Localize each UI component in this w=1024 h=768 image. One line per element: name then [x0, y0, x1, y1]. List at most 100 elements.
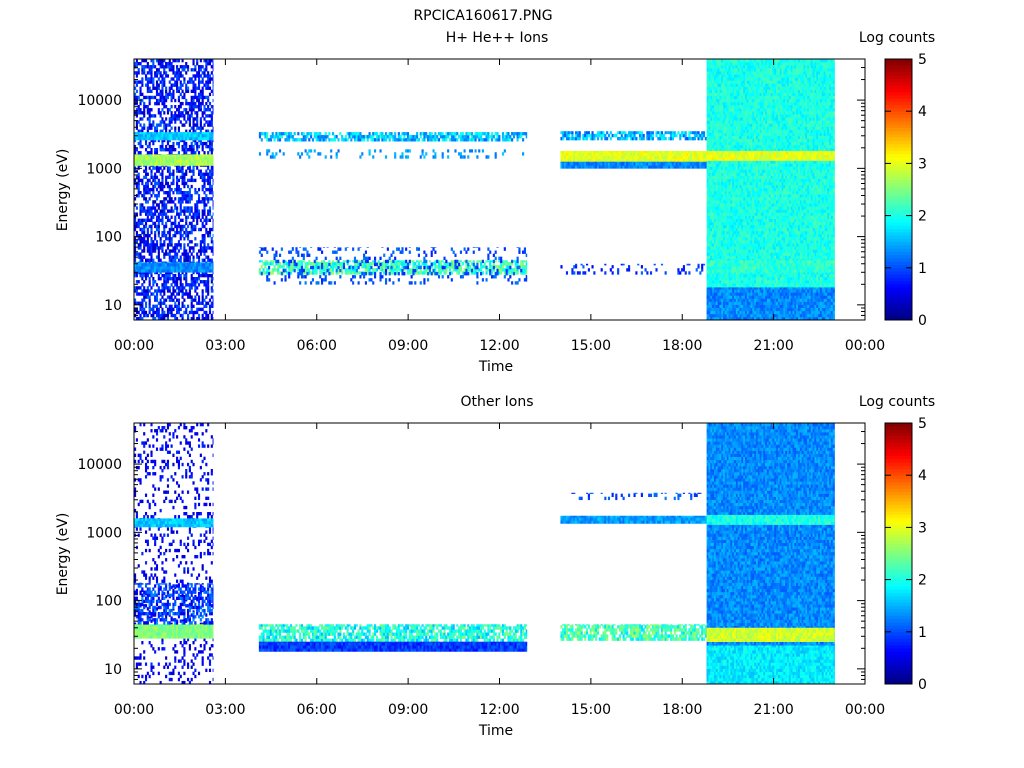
heatmap-cell [271, 260, 274, 263]
heatmap-cell [441, 275, 444, 279]
heatmap-cell [208, 307, 212, 312]
heatmap-cell [617, 165, 620, 169]
heatmap-cell [478, 247, 481, 251]
heatmap-cell [321, 268, 324, 272]
heatmap-cell [712, 243, 715, 247]
heatmap-cell [201, 234, 204, 238]
heatmap-cell [271, 268, 274, 272]
heatmap-cell [331, 132, 335, 136]
heatmap-cell [277, 268, 280, 272]
heatmap-cell [166, 230, 170, 235]
heatmap-cell [586, 155, 589, 159]
heatmap-cell [201, 187, 204, 192]
heatmap-cell [664, 162, 667, 166]
heatmap-cell [697, 162, 700, 166]
heatmap-cell [706, 80, 709, 84]
heatmap-cell [157, 258, 160, 262]
heatmap-cell [710, 191, 713, 195]
heatmap-cell [187, 206, 190, 210]
heatmap-cell [562, 152, 565, 156]
heatmap-cell [150, 138, 153, 143]
heatmap-cell [576, 271, 579, 275]
heatmap-cell [181, 136, 184, 141]
heatmap-cell [710, 89, 713, 94]
heatmap-cell [712, 255, 715, 259]
heatmap-cell [196, 269, 199, 273]
heatmap-cell [134, 95, 137, 100]
heatmap-cell [165, 162, 168, 166]
heatmap-cell [163, 83, 166, 87]
heatmap-cell [375, 262, 378, 267]
heatmap-cell [203, 181, 206, 186]
heatmap-cell [511, 271, 514, 275]
heatmap-cell [139, 136, 142, 141]
heatmap-cell [576, 136, 579, 141]
heatmap-cell [361, 138, 364, 142]
heatmap-cell [143, 126, 146, 130]
heatmap-cell [196, 132, 199, 135]
heatmap-cell [146, 65, 149, 69]
heatmap-cell [593, 136, 596, 141]
heatmap-cell [461, 262, 464, 266]
heatmap-cell [501, 265, 505, 269]
heatmap-cell [201, 221, 204, 226]
heatmap-cell [660, 152, 664, 156]
heatmap-cell [474, 268, 477, 272]
heatmap-cell [163, 252, 166, 256]
heatmap-cell [339, 275, 342, 279]
heatmap-cell [604, 165, 607, 169]
heatmap-cell [210, 197, 213, 201]
heatmap-cell [177, 117, 180, 121]
heatmap-cell [183, 262, 186, 264]
heatmap-cell [394, 262, 397, 266]
heatmap-cell [205, 246, 208, 250]
heatmap-cell [143, 307, 146, 312]
heatmap-cell [157, 132, 160, 135]
heatmap-cell [505, 272, 508, 276]
heatmap-cell [512, 268, 516, 272]
heatmap-cell [152, 200, 155, 204]
heatmap-cell [567, 131, 570, 135]
heatmap-cell [203, 123, 206, 127]
heatmap-cell [181, 234, 184, 238]
heatmap-cell [210, 304, 213, 309]
heatmap-cell [207, 95, 210, 100]
heatmap-cell [414, 268, 417, 273]
heatmap-cell [666, 150, 669, 153]
heatmap-cell [170, 310, 173, 315]
heatmap-cell [311, 265, 315, 270]
heatmap-cell [403, 132, 406, 136]
heatmap-cell [306, 135, 309, 139]
heatmap-cell [210, 138, 213, 143]
heatmap-cell [144, 166, 148, 170]
heatmap-cell [185, 132, 188, 135]
heatmap-cell [168, 234, 171, 238]
heatmap-cell [163, 191, 166, 195]
heatmap-cell [626, 150, 629, 153]
heatmap-cell [185, 101, 188, 106]
heatmap-cell [210, 215, 213, 219]
heatmap-cell [165, 148, 168, 152]
heatmap-cell [207, 105, 210, 109]
heatmap-cell [523, 271, 526, 275]
heatmap-cell [177, 68, 180, 72]
heatmap-cell [463, 260, 466, 263]
heatmap-cell [295, 250, 298, 254]
heatmap-cell [293, 268, 296, 273]
heatmap-cell [423, 268, 426, 272]
heatmap-cell [368, 135, 371, 139]
heatmap-cell [467, 262, 470, 267]
heatmap-cell [207, 71, 210, 75]
heatmap-cell [135, 156, 138, 160]
heatmap-cell [159, 80, 162, 84]
heatmap-cell [575, 131, 578, 135]
heatmap-cell [399, 138, 402, 142]
heatmap-cell [500, 256, 503, 261]
heatmap-cell [148, 187, 151, 192]
heatmap-cell [644, 152, 647, 156]
heatmap-cell [201, 141, 204, 146]
heatmap-cell [174, 252, 177, 256]
heatmap-cell [282, 271, 285, 275]
heatmap-cell [591, 133, 594, 138]
heatmap-cell [567, 133, 570, 138]
